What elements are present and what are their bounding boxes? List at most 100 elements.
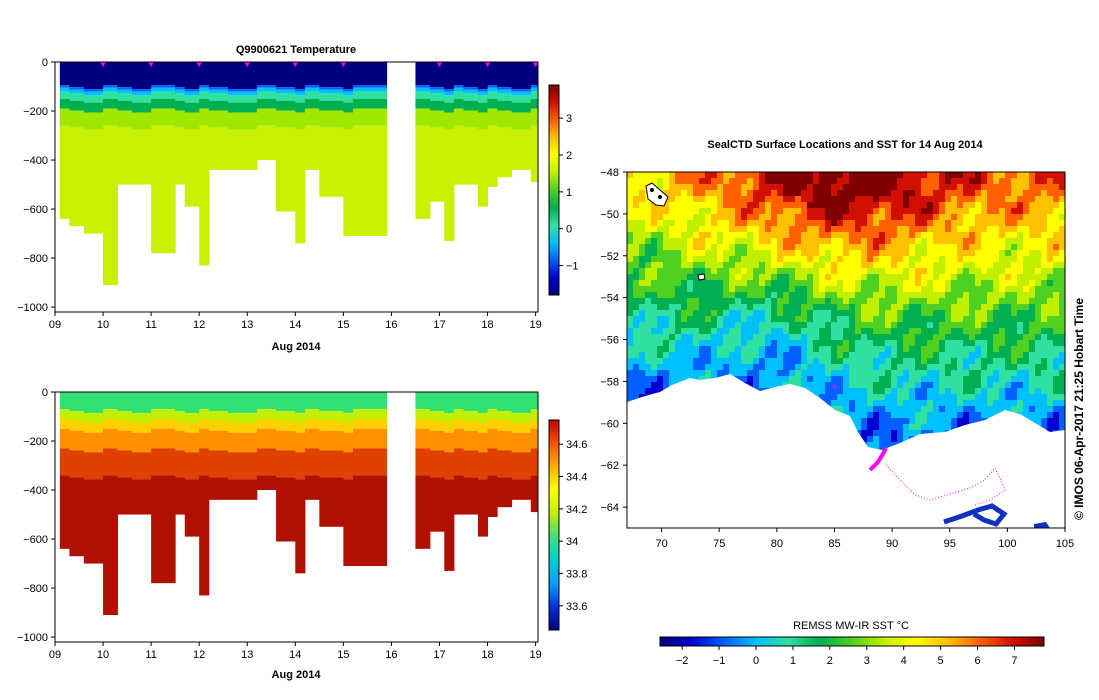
sst-cell — [1035, 286, 1041, 292]
sst-cell — [657, 220, 663, 226]
sst-cell — [657, 256, 663, 262]
sst-cell — [633, 286, 639, 292]
sst-map-y-axis: −48−50−52−54−56−58−60−62−64 — [600, 167, 627, 514]
sst-cell — [729, 274, 735, 280]
sst-cell — [1023, 370, 1029, 376]
sst-cell — [735, 364, 741, 370]
sst-cell — [999, 184, 1005, 190]
sst-cell — [771, 280, 777, 286]
section-cell — [228, 95, 258, 103]
section-cell — [429, 420, 445, 431]
sst-cell — [999, 256, 1005, 262]
sst-cell — [999, 406, 1005, 412]
sst-cell — [807, 220, 813, 226]
section-cell — [151, 392, 176, 410]
sst-cell — [1011, 340, 1017, 346]
sst-cell — [807, 334, 813, 340]
sst-cell — [633, 184, 639, 190]
sst-cell — [945, 274, 951, 280]
sst-cell — [1035, 418, 1041, 424]
sst-cell — [879, 436, 885, 442]
sst-cell — [627, 382, 633, 388]
sst-cell — [807, 340, 813, 346]
sst-cell — [945, 298, 951, 304]
sst-cell — [1029, 370, 1035, 376]
sst-cell — [981, 376, 987, 382]
sst-cell — [687, 316, 693, 322]
sst-cell — [969, 376, 975, 382]
sst-cell — [801, 232, 807, 238]
sst-cell — [771, 250, 777, 256]
sst-cell — [687, 262, 693, 268]
sst-cell — [969, 352, 975, 358]
sst-cell — [693, 370, 699, 376]
sst-cell — [915, 286, 921, 292]
sst-cell — [891, 268, 897, 274]
sst-cell — [951, 196, 957, 202]
section-cell — [319, 87, 344, 90]
sst-cell — [903, 334, 909, 340]
section-cell — [511, 392, 532, 414]
sst-cell — [795, 274, 801, 280]
sst-cell — [663, 256, 669, 262]
sst-cell — [735, 358, 741, 364]
sst-cell — [735, 238, 741, 244]
sst-cell — [759, 196, 765, 202]
sst-cell — [627, 280, 633, 286]
sst-cell — [981, 220, 987, 226]
sst-cell — [891, 346, 897, 352]
x-tick-label: 16 — [385, 649, 397, 661]
section-cell — [83, 422, 104, 433]
sst-cell — [663, 244, 669, 250]
sst-cell — [657, 388, 663, 394]
imos-credit: © IMOS 06-Apr-2017 21:25 Hobart Time — [1072, 298, 1086, 520]
section-cell — [276, 62, 296, 88]
sst-cell — [795, 310, 801, 316]
sst-cell — [897, 334, 903, 340]
sst-cell — [681, 208, 687, 214]
sst-cell — [921, 220, 927, 226]
sst-cell — [1005, 238, 1011, 244]
sst-cell — [933, 412, 939, 418]
sst-cell — [795, 250, 801, 256]
sst-cell — [1047, 232, 1053, 238]
sst-cell — [897, 436, 903, 442]
sst-cell — [909, 202, 915, 208]
sst-cell — [1035, 196, 1041, 202]
sst-cell — [879, 364, 885, 370]
sst-cell — [969, 250, 975, 256]
sst-cell — [915, 400, 921, 406]
sst-cell — [861, 196, 867, 202]
sst-cell — [687, 268, 693, 274]
sst-cell — [957, 274, 963, 280]
sst-cell — [945, 256, 951, 262]
sst-cell — [975, 394, 981, 400]
sst-cell — [627, 310, 633, 316]
sst-cell — [843, 370, 849, 376]
sst-cell — [1035, 202, 1041, 208]
sst-cell — [753, 334, 759, 340]
sst-cell — [753, 256, 759, 262]
sst-cell — [867, 352, 873, 358]
sst-cell — [717, 190, 723, 196]
sst-cell — [681, 202, 687, 208]
sst-cell — [921, 232, 927, 238]
sst-cell — [777, 370, 783, 376]
sst-cell — [987, 226, 993, 232]
sst-cell — [699, 196, 705, 202]
sst-cell — [837, 346, 843, 352]
sst-cell — [981, 286, 987, 292]
sst-cell — [699, 364, 705, 370]
sst-cell — [987, 262, 993, 268]
sst-cell — [651, 358, 657, 364]
sst-cell — [735, 340, 741, 346]
sst-cell — [885, 418, 891, 424]
sst-cell — [1053, 226, 1059, 232]
sst-colorbar-fill — [659, 636, 1045, 647]
sst-cell — [717, 268, 723, 274]
sst-cell — [855, 280, 861, 286]
sst-cell — [897, 274, 903, 280]
section-cell — [453, 475, 465, 515]
sst-cell — [789, 208, 795, 214]
